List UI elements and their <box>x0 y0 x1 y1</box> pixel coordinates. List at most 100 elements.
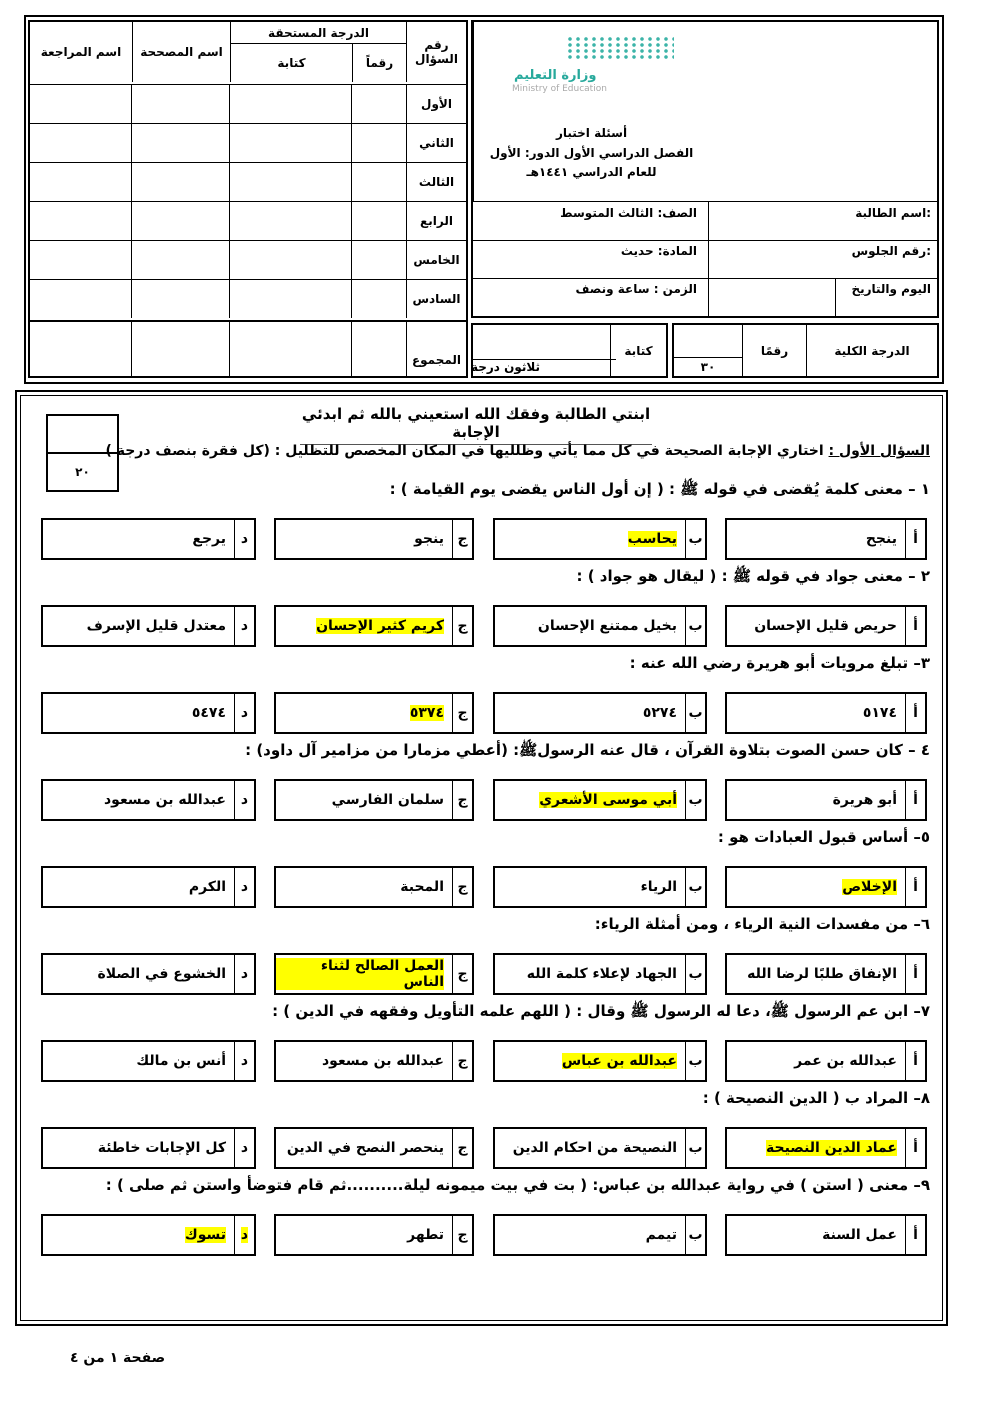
answer-option[interactable]: د تسوك <box>41 1214 256 1256</box>
written-grade-box: كتابة ثلاثون درجة <box>471 323 668 378</box>
answer-option[interactable]: أ أبو هريرة <box>725 779 927 821</box>
option-letter: أ <box>913 618 918 634</box>
option-text: بخيل ممتنع الإحسان <box>537 618 677 634</box>
answer-option[interactable]: ج ينجو <box>274 518 474 560</box>
option-text: الإخلاص <box>842 879 897 895</box>
option-letter: ج <box>457 792 468 808</box>
total-grade-box: الدرجة الكلية رقمًا ٣٠ <box>672 323 939 378</box>
option-text: عماد الدين النصيحة <box>766 1140 897 1156</box>
answer-option[interactable]: ب ٥٢٧٤ <box>493 692 707 734</box>
option-text: ٥٢٧٤ <box>642 705 677 721</box>
answer-option[interactable]: د يرجع <box>41 518 256 560</box>
answer-option[interactable]: ج ينحصر النصح في الدين <box>274 1127 474 1169</box>
option-text: عمل السنة <box>822 1227 897 1243</box>
option-text: أبو هريرة <box>832 792 897 808</box>
answer-option[interactable]: ج سلمان الفارسي <box>274 779 474 821</box>
answer-option[interactable]: ب الجهاد لإعلاء كلمة الله <box>493 953 707 995</box>
option-text: العمل الصالح لثناء الناس <box>276 958 444 990</box>
option-text: الخشوع في الصلاة <box>97 966 226 982</box>
grading-row-label: الأول <box>406 85 466 123</box>
answer-option[interactable]: د عبدالله بن مسعود <box>41 779 256 821</box>
exam-year: للعام الدراسي ١٤٤١هـ <box>526 165 657 179</box>
answer-option[interactable]: د كل الإجابات خاطئة <box>41 1127 256 1169</box>
section-instruction: السؤال الأول : اختاري الإجابة الصحيحة في… <box>105 443 930 459</box>
option-text: تطهر <box>407 1227 444 1243</box>
answer-option[interactable]: ج ٥٣٧٤ <box>274 692 474 734</box>
answer-option[interactable]: ب عبدالله بن عباس <box>493 1040 707 1082</box>
answer-option[interactable]: ج المحبة <box>274 866 474 908</box>
option-letter: أ <box>913 705 918 721</box>
option-letter: أ <box>913 792 918 808</box>
question-text: ١ – معنى كلمة يُقضى في قوله ﷺ : ( إن أول… <box>389 480 930 498</box>
answer-option[interactable]: د أنس بن مالك <box>41 1040 256 1082</box>
option-text: الإنفاق طلبًا لرضا الله <box>747 966 897 982</box>
answer-option[interactable]: ج تطهر <box>274 1214 474 1256</box>
option-text: ينجو <box>414 531 444 547</box>
option-text: تيمم <box>645 1227 677 1243</box>
option-text: أنس بن مالك <box>136 1053 226 1069</box>
blank-cell <box>708 22 939 202</box>
option-letter: أ <box>913 531 918 547</box>
answer-option[interactable]: أ ٥١٧٤ <box>725 692 927 734</box>
option-letter: أ <box>913 966 918 982</box>
question-text: ٨– المراد ب ( الدين النصيحة ) : <box>702 1089 930 1107</box>
answer-option[interactable]: د معتدل قليل الإسرف <box>41 605 256 647</box>
date-label: اليوم والتاريخ <box>851 282 931 296</box>
question-text: ٤ – كان حسن الصوت بتلاوة القرآن ، قال عن… <box>245 741 930 759</box>
answer-option[interactable]: أ عمل السنة <box>725 1214 927 1256</box>
option-text: كريم كثير الإحسان <box>316 618 444 634</box>
score-value: ٢٠ <box>48 452 117 490</box>
option-letter: ب <box>688 879 703 895</box>
option-text: عبدالله بن مسعود <box>103 792 226 808</box>
col-written: كتابة <box>230 44 352 82</box>
option-letter: ج <box>457 966 468 982</box>
answer-option[interactable]: ب أبي موسى الأشعري <box>493 779 707 821</box>
option-text: الجهاد لإعلاء كلمة الله <box>526 966 677 982</box>
option-text: ٥٤٧٤ <box>191 705 226 721</box>
answer-option[interactable]: أ حريص قليل الإحسان <box>725 605 927 647</box>
answer-option[interactable]: أ الإخلاص <box>725 866 927 908</box>
option-letter: أ <box>913 1140 918 1156</box>
answer-option[interactable]: أ ينجح <box>725 518 927 560</box>
answer-option[interactable]: أ عبدالله بن عمر <box>725 1040 927 1082</box>
exam-term: الفصل الدراسي الأول الدور: الأول <box>489 146 694 160</box>
answer-option[interactable]: ب بخيل ممتنع الإحسان <box>493 605 707 647</box>
answer-option[interactable]: د الكرم <box>41 866 256 908</box>
option-letter: ج <box>457 705 468 721</box>
score-box: ٢٠ <box>46 414 119 492</box>
info-block: وزارة التعليم Ministry of Education أسئل… <box>471 20 939 318</box>
questions-frame <box>15 390 948 1326</box>
col-corrector: اسم المصححة <box>132 22 230 82</box>
option-letter: د <box>240 1053 249 1069</box>
option-text: الرياء <box>640 879 677 895</box>
written-label: كتابة <box>610 325 666 376</box>
answer-option[interactable]: ب الرياء <box>493 866 707 908</box>
answer-option[interactable]: أ عماد الدين النصيحة <box>725 1127 927 1169</box>
option-letter: ب <box>688 705 703 721</box>
answer-option[interactable]: ج عبدالله بن مسعود <box>274 1040 474 1082</box>
answer-option[interactable]: ب يحاسب <box>493 518 707 560</box>
option-letter: د <box>240 705 249 721</box>
option-letter: ب <box>688 1053 703 1069</box>
logo-cell: وزارة التعليم Ministry of Education أسئل… <box>473 22 708 202</box>
option-letter: ب <box>688 792 703 808</box>
option-text: النصيحة من احكام الدين <box>512 1140 677 1156</box>
option-text: يحاسب <box>627 531 677 547</box>
numeric-value: ٣٠ <box>674 357 742 376</box>
col-question-number: رقم السؤال <box>406 22 466 82</box>
answer-option[interactable]: ج كريم كثير الإحسان <box>274 605 474 647</box>
question-text: ٥– أساس قبول العبادات هو : <box>717 828 930 846</box>
answer-option[interactable]: ب تيمم <box>493 1214 707 1256</box>
grading-row: الثاني <box>30 123 466 162</box>
answer-option[interactable]: ج العمل الصالح لثناء الناس <box>274 953 474 995</box>
option-letter: د <box>240 792 249 808</box>
total-label: الدرجة الكلية <box>834 343 910 358</box>
answer-option[interactable]: د ٥٤٧٤ <box>41 692 256 734</box>
answer-option[interactable]: أ الإنفاق طلبًا لرضا الله <box>725 953 927 995</box>
question-text: ٩– معنى ( استن ) في رواية عبدالله بن عبا… <box>105 1176 930 1194</box>
option-text: المحبة <box>400 879 444 895</box>
grade-label: الصف: الثالث المتوسط <box>560 206 697 220</box>
grading-total-label: المجموع <box>406 322 466 378</box>
answer-option[interactable]: د الخشوع في الصلاة <box>41 953 256 995</box>
answer-option[interactable]: ب النصيحة من احكام الدين <box>493 1127 707 1169</box>
